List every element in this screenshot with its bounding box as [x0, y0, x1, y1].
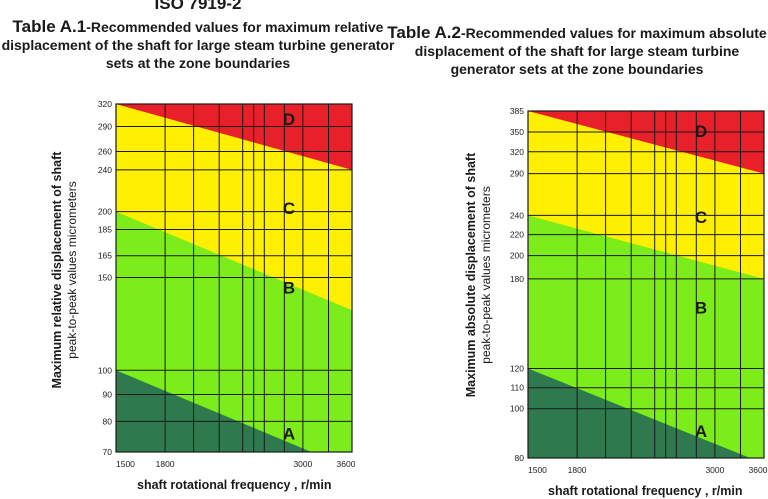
y-tick-label: 120 [510, 364, 524, 374]
y-tick-label: 90 [103, 390, 113, 400]
y-tick-label: 165 [98, 251, 112, 261]
chart-1-x-axis-label: shaft rotational frequency , r/min [137, 478, 332, 492]
y-tick-label: 290 [98, 122, 112, 132]
chart-2-title: Table A.2-Recommended values for maximum… [386, 24, 768, 78]
zone-label-b: B [283, 278, 295, 297]
x-tick-label: 3600 [337, 459, 356, 469]
zone-label-d: D [695, 122, 707, 141]
zones-group [528, 111, 764, 458]
y-tick-label: 290 [510, 169, 524, 179]
x-tick-label: 1800 [156, 459, 175, 469]
chart-1-title: Table A.1-Recommended values for maximum… [0, 18, 396, 72]
chart-2-title-rest: -Recommended values for maximum absolute… [414, 25, 767, 77]
zone-a-area [528, 368, 751, 458]
chart-1: 70 80 90 100 150 165 185 200 240 260 290 320 1500 180… [98, 99, 356, 469]
y-tick-label: 240 [98, 165, 112, 175]
chart-2-title-lead: Table A.2 [387, 23, 461, 42]
x-tick-label: 1500 [116, 459, 135, 469]
x-tick-label: 1800 [568, 465, 587, 475]
chart-frame [527, 110, 765, 459]
x-tick-label: 1500 [528, 465, 547, 475]
y-tick-label: 150 [98, 273, 112, 283]
zone-label-d: D [283, 110, 295, 129]
y-tick-label: 100 [98, 365, 112, 375]
y-tick-label: 185 [98, 225, 112, 235]
document-title: ISO 7919-2 [154, 0, 242, 13]
chart-1-title-lead: Table A.1 [12, 17, 87, 36]
zone-label-c: C [695, 208, 707, 227]
y-tick-label: 320 [510, 147, 524, 157]
y-tick-label: 200 [98, 207, 112, 217]
chart-2: 80 100 110 120 180 200 220 240 290 320 350 385 1500 1… [510, 106, 768, 475]
zone-b-area [116, 211, 352, 452]
y-tick-label: 220 [510, 230, 524, 240]
y-tick-label: 80 [103, 416, 113, 426]
y-tick-label: 385 [510, 106, 524, 116]
zones-group [116, 104, 352, 452]
chart-frame [115, 103, 353, 453]
y-tick-label: 100 [510, 404, 524, 414]
y-tick-label: 110 [510, 383, 524, 393]
y-tick-label: 350 [510, 127, 524, 137]
x-tick-label: 3600 [749, 465, 768, 475]
zone-label-c: C [283, 199, 295, 218]
zone-label-a: A [695, 422, 707, 441]
y-tick-label: 200 [510, 251, 524, 261]
y-tick-label: 260 [98, 147, 112, 157]
x-tick-label: 3000 [293, 459, 312, 469]
y-tick-label: 240 [510, 210, 524, 220]
x-tick-label: 3000 [705, 465, 724, 475]
chart-1-title-rest: -Recommended values for maximum relative… [1, 19, 395, 71]
y-tick-label: 80 [515, 453, 525, 463]
y-tick-label: 70 [103, 447, 113, 457]
y-tick-label: 180 [510, 274, 524, 284]
zone-label-a: A [283, 424, 295, 443]
chart-2-x-axis-label: shaft rotational frequency , r/min [548, 484, 743, 498]
y-tick-label: 320 [98, 99, 112, 109]
zone-label-b: B [695, 298, 707, 317]
